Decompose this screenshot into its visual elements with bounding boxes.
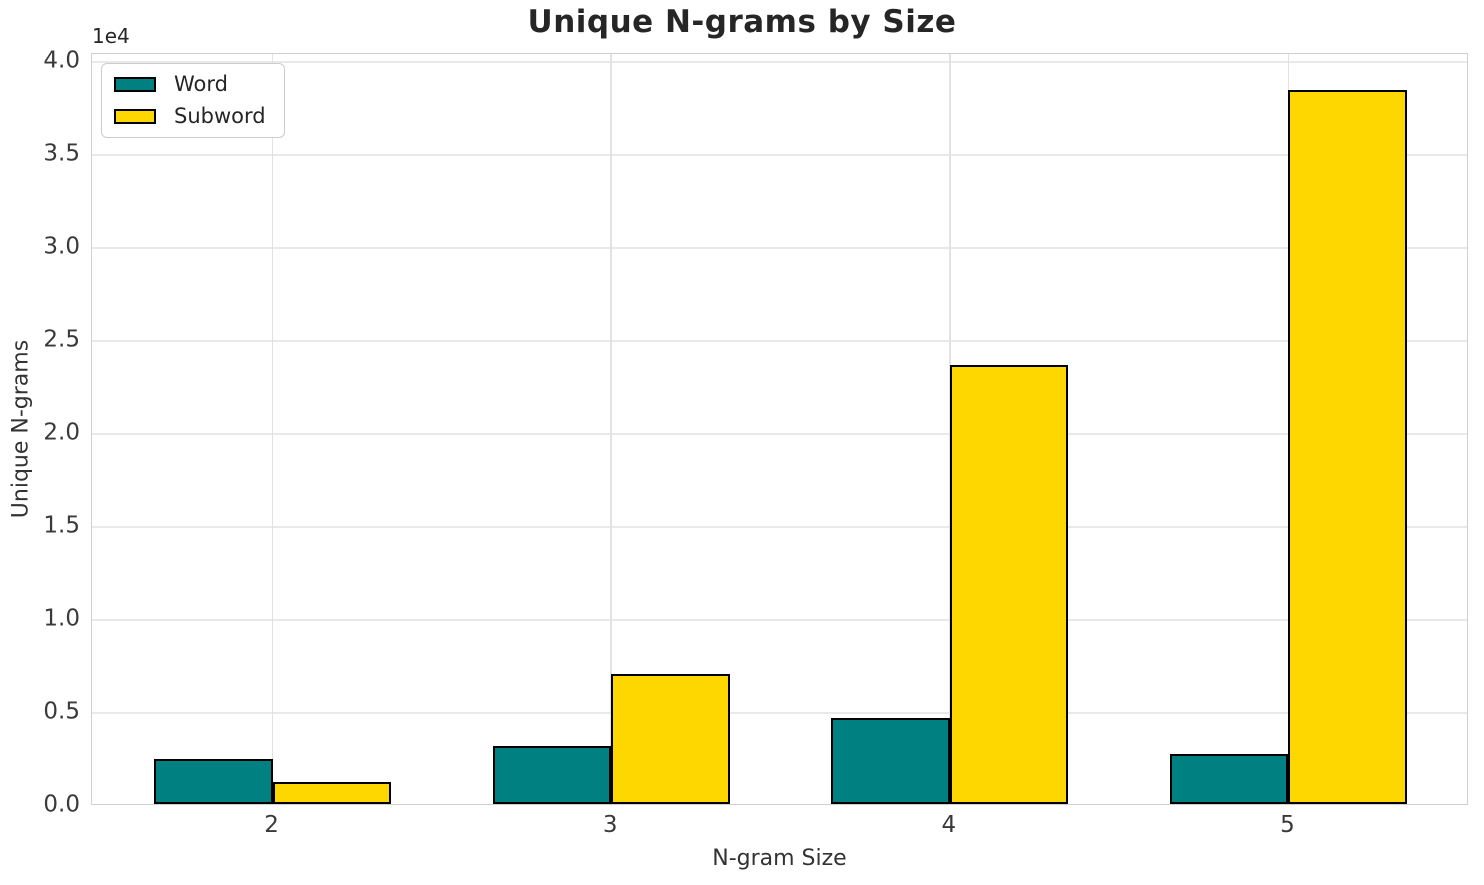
x-tick-label: 3 — [602, 812, 618, 838]
y-gridline — [92, 526, 1467, 528]
y-gridline — [92, 61, 1467, 63]
y-gridline — [92, 619, 1467, 621]
y-tick-label: 0.0 — [43, 791, 80, 818]
y-axis-offset-label: 1e4 — [92, 24, 130, 48]
legend-swatch-subword — [114, 109, 156, 125]
legend-label-subword: Subword — [174, 104, 266, 129]
legend-item-subword: Subword — [114, 104, 266, 129]
y-gridline — [92, 154, 1467, 156]
bar-subword-2 — [272, 781, 392, 804]
y-gridline — [92, 340, 1467, 342]
y-gridline — [92, 247, 1467, 249]
bar-subword-3 — [611, 673, 730, 804]
legend-label-word: Word — [174, 72, 228, 96]
y-gridline — [92, 712, 1467, 714]
legend-item-word: Word — [114, 72, 266, 96]
y-tick-label: 2.5 — [43, 326, 80, 353]
x-tick-label: 5 — [1280, 812, 1295, 838]
bar-word-4 — [831, 718, 950, 804]
bar-word-5 — [1169, 753, 1289, 804]
y-gridline — [92, 433, 1467, 435]
x-tick-label: 4 — [941, 812, 957, 838]
x-tick-label: 2 — [264, 812, 279, 838]
y-tick-label: 3.0 — [43, 233, 80, 260]
y-tick-label: 1.5 — [43, 512, 80, 539]
y-tick-label: 2.0 — [43, 419, 80, 446]
y-tick-label: 0.5 — [43, 698, 80, 725]
x-gridline — [610, 54, 612, 804]
y-tick-label: 1.0 — [43, 605, 80, 632]
plot-area: Word Subword — [91, 53, 1468, 805]
bar-subword-5 — [1288, 89, 1407, 804]
bar-subword-4 — [949, 365, 1069, 804]
chart-title: Unique N-grams by Size — [527, 4, 957, 40]
y-tick-label: 3.5 — [43, 140, 80, 167]
x-axis-label: N-gram Size — [712, 846, 847, 871]
legend-swatch-word — [114, 77, 156, 93]
x-gridline — [271, 54, 274, 804]
legend: Word Subword — [101, 63, 285, 139]
bar-word-2 — [154, 759, 273, 804]
y-tick-label: 4.0 — [43, 47, 80, 74]
bar-word-3 — [492, 746, 612, 804]
